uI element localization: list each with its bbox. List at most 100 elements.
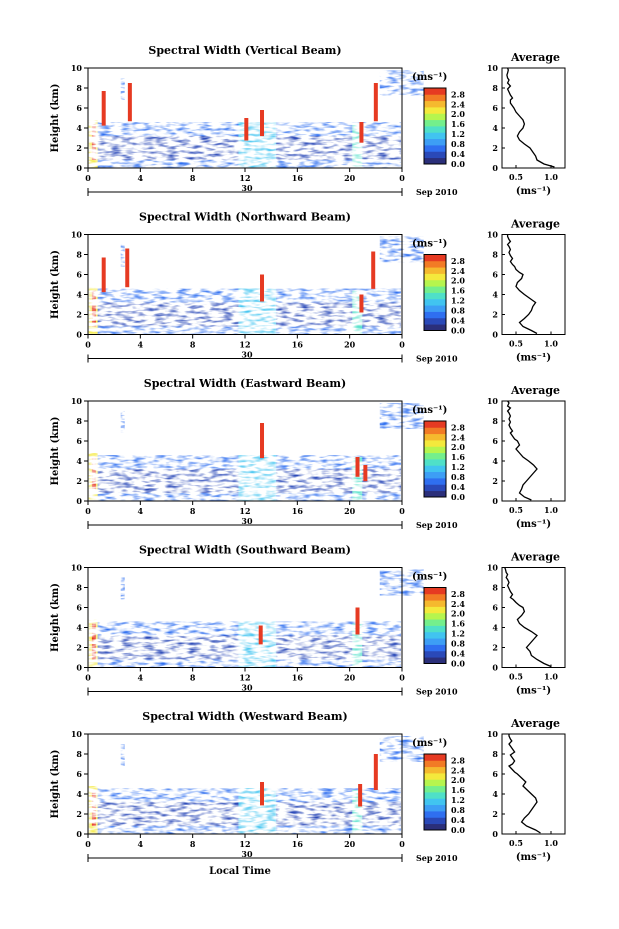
- colorbar-swatch: [424, 298, 446, 306]
- colorbar-swatch: [424, 305, 446, 312]
- colorbar-tick-label: 0.4: [451, 149, 465, 159]
- colorbar-swatch: [424, 126, 446, 133]
- y-tick-label: 4: [76, 456, 82, 466]
- y-axis-label: Height (km): [50, 583, 61, 652]
- x-tick-label: 4: [138, 340, 144, 350]
- x-tick-label: 0: [399, 673, 405, 683]
- heatmap-upper-streak: [120, 744, 125, 766]
- y-tick-label: 2: [76, 143, 82, 153]
- colorbar-tick-label: 0.8: [451, 306, 465, 316]
- chart-panel-5: Spectral Width (Westward Beam) 0 2 4 6 8 10 Hei…: [50, 710, 566, 877]
- colorbar-tick-label: 1.6: [451, 619, 465, 629]
- y-tick-label: 2: [76, 643, 82, 653]
- date-month-label: Sep 2010: [416, 187, 458, 197]
- colorbar-swatch: [424, 792, 446, 799]
- colorbar-tick-label: 0.0: [451, 159, 465, 169]
- high-width-marker: [358, 784, 363, 807]
- x-tick-label: 4: [138, 673, 144, 683]
- y-tick-label: 8: [76, 83, 82, 93]
- y-tick-label: 10: [71, 396, 83, 406]
- colorbar-tick-label: 0.8: [451, 805, 465, 815]
- profile-frame: [501, 234, 566, 335]
- heatmap-midday-patch: [238, 621, 277, 668]
- colorbar-tick-label: 0.0: [451, 825, 465, 835]
- colorbar-tick-label: 2.0: [451, 276, 465, 286]
- y-tick-label: 4: [76, 123, 82, 133]
- colorbar-tick-label: 2.4: [451, 765, 465, 775]
- x-tick-label: 16: [292, 506, 304, 516]
- profile-y-tick-label: 10: [487, 396, 499, 406]
- colorbar-swatch: [424, 138, 446, 146]
- profile-y-tick-label: 4: [492, 290, 498, 300]
- colorbar-tick-label: 2.4: [451, 599, 465, 609]
- profile-x-tick-label: 0.5: [509, 172, 523, 182]
- date-month-label: Sep 2010: [416, 520, 458, 530]
- colorbar-frame: [423, 420, 447, 498]
- high-width-marker: [127, 83, 132, 122]
- chart-panel-1: Spectral Width (Vertical Beam) 0 2 4 6 8 10 Hei…: [50, 44, 566, 197]
- high-width-marker: [373, 83, 378, 122]
- colorbar-tick-label: 0.0: [451, 492, 465, 502]
- heatmap-field: [88, 736, 424, 834]
- average-profile-line: [506, 234, 538, 335]
- high-width-marker: [125, 248, 130, 288]
- profile-title: Average: [510, 551, 560, 564]
- colorbar-swatch: [424, 113, 446, 121]
- high-width-marker: [260, 110, 265, 137]
- y-tick-label: 0: [76, 829, 82, 839]
- colorbar-frame: [423, 753, 447, 831]
- colorbar-swatch: [424, 471, 446, 479]
- profile-title: Average: [510, 384, 560, 397]
- colorbar-tick-label: 1.2: [451, 296, 465, 306]
- date-day-label: 30: [241, 350, 253, 360]
- profile-y-tick-label: 8: [492, 250, 498, 260]
- y-tick-label: 8: [76, 250, 82, 260]
- profile-y-tick-label: 10: [487, 729, 499, 739]
- colorbar-swatch: [424, 465, 446, 473]
- profile-frame: [501, 67, 566, 169]
- profile-title: Average: [510, 717, 560, 730]
- average-profile-line: [506, 67, 555, 168]
- y-tick-label: 2: [76, 476, 82, 486]
- high-width-marker: [363, 465, 368, 482]
- heatmap-field: [88, 70, 424, 168]
- heatmap-upper-streak: [120, 577, 125, 600]
- colorbar-swatch: [424, 754, 446, 761]
- x-tick-label: 12: [239, 839, 250, 849]
- profile-y-tick-label: 0: [492, 663, 498, 673]
- colorbar-swatch: [424, 132, 446, 140]
- y-tick-label: 6: [76, 103, 82, 113]
- x-tick-label: 12: [239, 173, 250, 183]
- y-tick-label: 6: [76, 436, 82, 446]
- colorbar-frame: [423, 254, 447, 331]
- colorbar-swatch: [424, 421, 446, 428]
- y-axis-label: Height (km): [50, 750, 61, 819]
- colorbar-tick-label: 0.8: [451, 139, 465, 149]
- x-tick-label: 16: [292, 839, 304, 849]
- x-tick-label: 16: [292, 673, 304, 683]
- colorbar-swatch: [424, 650, 446, 658]
- colorbar-tick-label: 2.4: [451, 99, 465, 109]
- profile-x-axis-label: (ms⁻¹): [516, 852, 551, 863]
- high-width-marker: [359, 122, 364, 143]
- colorbar-swatch: [424, 100, 446, 108]
- profile-x-tick-label: 1.0: [544, 505, 558, 515]
- profile-y-tick-label: 8: [492, 749, 498, 759]
- y-tick-label: 6: [76, 769, 82, 779]
- heatmap-column-morning-core: [91, 290, 96, 327]
- colorbar-tick-label: 2.8: [451, 89, 465, 99]
- x-tick-label: 0: [399, 340, 405, 350]
- colorbar-tick-label: 1.6: [451, 785, 465, 795]
- profile-title: Average: [510, 51, 560, 64]
- x-tick-label: 16: [292, 173, 304, 183]
- heatmap-field: [88, 403, 424, 501]
- profile-y-tick-label: 8: [492, 583, 498, 593]
- x-tick-label: 0: [85, 839, 91, 849]
- profile-y-tick-label: 2: [492, 143, 498, 153]
- colorbar-unit-label: (ms⁻¹): [412, 239, 447, 250]
- profile-y-tick-label: 0: [492, 496, 498, 506]
- profile-y-tick-label: 0: [492, 163, 498, 173]
- heatmap-evening-patch: [352, 124, 363, 168]
- colorbar-swatch: [424, 151, 446, 159]
- profile-frame: [501, 733, 566, 835]
